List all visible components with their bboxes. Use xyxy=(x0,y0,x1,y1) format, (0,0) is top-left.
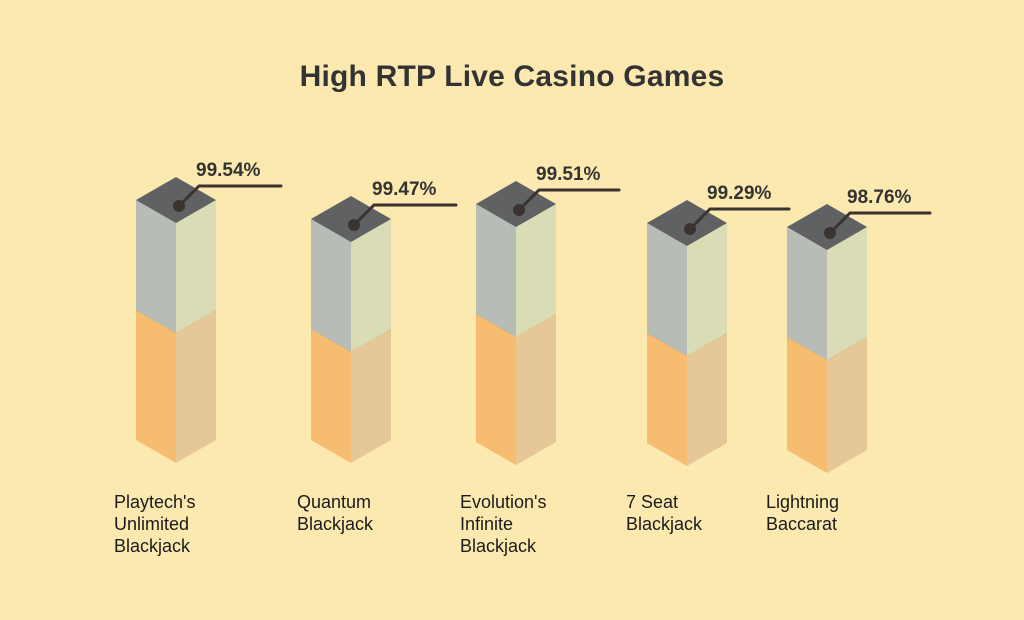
bar-group-4[interactable] xyxy=(647,200,791,466)
category-label-4: 7 Seat Blackjack xyxy=(626,492,703,534)
category-label-1: Playtech's Unlimited Blackjack xyxy=(114,492,196,556)
bar-5-gray-left-face xyxy=(787,227,827,360)
value-label-5: 98.76% xyxy=(847,187,912,208)
bar-3-leader-line xyxy=(517,188,621,212)
bar-3-gray-right-face xyxy=(516,204,556,337)
bar-1-orange-right-face xyxy=(176,310,216,463)
bar-group-2[interactable] xyxy=(311,196,458,463)
bar-2-gray-left-face xyxy=(311,219,351,352)
value-label-1: 99.54% xyxy=(196,160,261,181)
value-label-2: 99.47% xyxy=(372,179,437,200)
category-label-2: Quantum Blackjack xyxy=(297,492,374,534)
bar-1-orange-left-face xyxy=(136,310,176,463)
category-label-5: Lightning Baccarat xyxy=(766,492,840,534)
bar-3-orange-right-face xyxy=(516,314,556,465)
chart-title: High RTP Live Casino Games xyxy=(299,60,725,93)
bar-4-gray-left-face xyxy=(647,223,687,356)
bar-4-gray-right-face xyxy=(687,223,727,356)
bar-4-orange-right-face xyxy=(687,333,727,466)
bar-4-leader-line xyxy=(688,207,791,231)
value-label-4: 99.29% xyxy=(707,183,772,204)
bar-3-gray-left-face xyxy=(476,204,516,337)
bar-group-3[interactable] xyxy=(476,181,621,465)
bar-2-gray-right-face xyxy=(351,219,391,352)
bar-group-1[interactable] xyxy=(136,177,283,463)
bar-2-orange-left-face xyxy=(311,329,351,463)
bar-1-gray-left-face xyxy=(136,200,176,333)
bar-2-leader-line xyxy=(352,203,458,227)
bar-5-leader-line xyxy=(828,211,932,235)
category-label-3: Evolution's Infinite Blackjack xyxy=(460,492,547,556)
bar-3-orange-left-face xyxy=(476,314,516,465)
bar-5-orange-right-face xyxy=(827,337,867,473)
bar-5-orange-left-face xyxy=(787,337,827,473)
bar-5-gray-right-face xyxy=(827,227,867,360)
bar-4-orange-left-face xyxy=(647,333,687,466)
bar-group-5[interactable] xyxy=(787,204,932,473)
bar-1-gray-right-face xyxy=(176,200,216,333)
value-label-3: 99.51% xyxy=(536,164,601,185)
bar-2-orange-right-face xyxy=(351,329,391,463)
bar-1-leader-line xyxy=(177,184,283,208)
